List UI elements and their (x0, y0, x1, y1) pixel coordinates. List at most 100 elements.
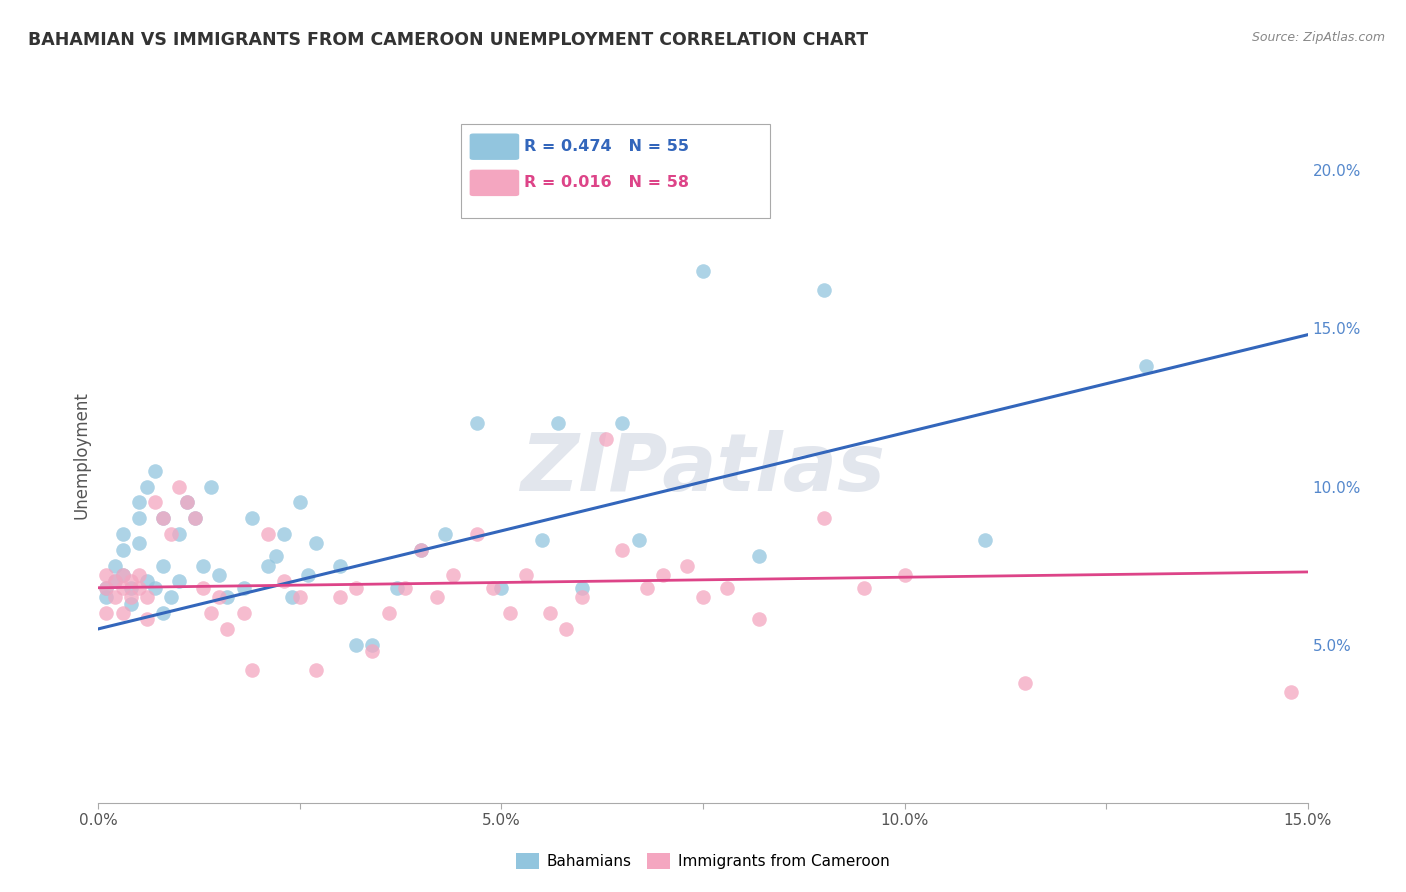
Point (128, 581, 150, 595)
Point (128, 511, 150, 525)
Text: R = 0.016   N = 58: R = 0.016 N = 58 (524, 176, 689, 190)
Point (128, 536, 150, 550)
Point (329, 558, 352, 573)
Point (176, 495, 198, 509)
Text: Source: ZipAtlas.com: Source: ZipAtlas.com (1251, 31, 1385, 45)
Point (748, 549, 770, 563)
Point (813, 284, 835, 298)
Point (103, 574, 125, 589)
Point (103, 558, 125, 573)
Point (305, 536, 328, 550)
Point (232, 606, 254, 620)
Point (571, 591, 593, 605)
Point (96, 568, 118, 582)
Point (264, 549, 287, 563)
Point (409, 542, 432, 557)
Point (128, 495, 150, 509)
Point (361, 644, 384, 658)
Point (692, 591, 714, 605)
Point (329, 591, 352, 605)
Point (96, 606, 118, 620)
Point (111, 527, 134, 541)
Point (627, 533, 650, 548)
Point (240, 663, 263, 677)
Point (160, 527, 183, 541)
Point (160, 591, 183, 605)
FancyBboxPatch shape (461, 124, 769, 219)
Point (538, 606, 561, 620)
Point (240, 511, 263, 525)
Point (111, 542, 134, 557)
Point (1135, 359, 1157, 374)
Point (200, 479, 222, 493)
Point (530, 533, 553, 548)
Point (111, 606, 134, 620)
Point (344, 581, 367, 595)
Point (96, 581, 118, 595)
Point (409, 542, 432, 557)
Point (676, 558, 699, 573)
Point (498, 606, 520, 620)
Point (377, 606, 399, 620)
Point (441, 568, 464, 582)
Point (281, 591, 304, 605)
Text: R = 0.474   N = 55: R = 0.474 N = 55 (524, 139, 689, 154)
Point (297, 568, 319, 582)
Text: BAHAMIAN VS IMMIGRANTS FROM CAMEROON UNEMPLOYMENT CORRELATION CHART: BAHAMIAN VS IMMIGRANTS FROM CAMEROON UNE… (28, 31, 869, 49)
Point (716, 581, 738, 595)
Point (288, 495, 311, 509)
Point (103, 591, 125, 605)
Point (612, 542, 634, 557)
Point (184, 511, 207, 525)
Point (135, 479, 157, 493)
Point (853, 581, 876, 595)
Point (193, 581, 215, 595)
Point (120, 591, 142, 605)
Point (152, 511, 174, 525)
Point (120, 597, 142, 611)
Point (193, 558, 215, 573)
Point (152, 511, 174, 525)
Point (176, 495, 198, 509)
Point (288, 591, 311, 605)
FancyBboxPatch shape (470, 169, 519, 196)
Point (1281, 685, 1303, 699)
Point (103, 574, 125, 589)
Point (813, 511, 835, 525)
Point (491, 581, 513, 595)
Point (111, 568, 134, 582)
Point (152, 606, 174, 620)
Point (426, 591, 449, 605)
Point (143, 495, 166, 509)
Point (273, 527, 295, 541)
Point (208, 568, 231, 582)
Point (135, 574, 157, 589)
Point (612, 417, 634, 431)
Point (111, 581, 134, 595)
Point (974, 533, 997, 548)
Point (167, 574, 190, 589)
Point (232, 581, 254, 595)
Point (184, 511, 207, 525)
Point (135, 591, 157, 605)
Point (651, 568, 673, 582)
Point (305, 663, 328, 677)
Point (96, 581, 118, 595)
Point (256, 558, 278, 573)
Point (152, 558, 174, 573)
Point (217, 622, 239, 636)
Point (256, 527, 278, 541)
Legend: Bahamians, Immigrants from Cameroon: Bahamians, Immigrants from Cameroon (510, 847, 896, 875)
Point (465, 527, 488, 541)
Point (515, 568, 537, 582)
Point (120, 581, 142, 595)
FancyBboxPatch shape (470, 134, 519, 160)
Point (482, 581, 505, 595)
Point (465, 417, 488, 431)
Point (111, 568, 134, 582)
Point (167, 479, 190, 493)
Y-axis label: Unemployment: Unemployment (72, 391, 90, 519)
Point (1014, 675, 1036, 690)
Point (595, 432, 617, 446)
Point (96, 591, 118, 605)
